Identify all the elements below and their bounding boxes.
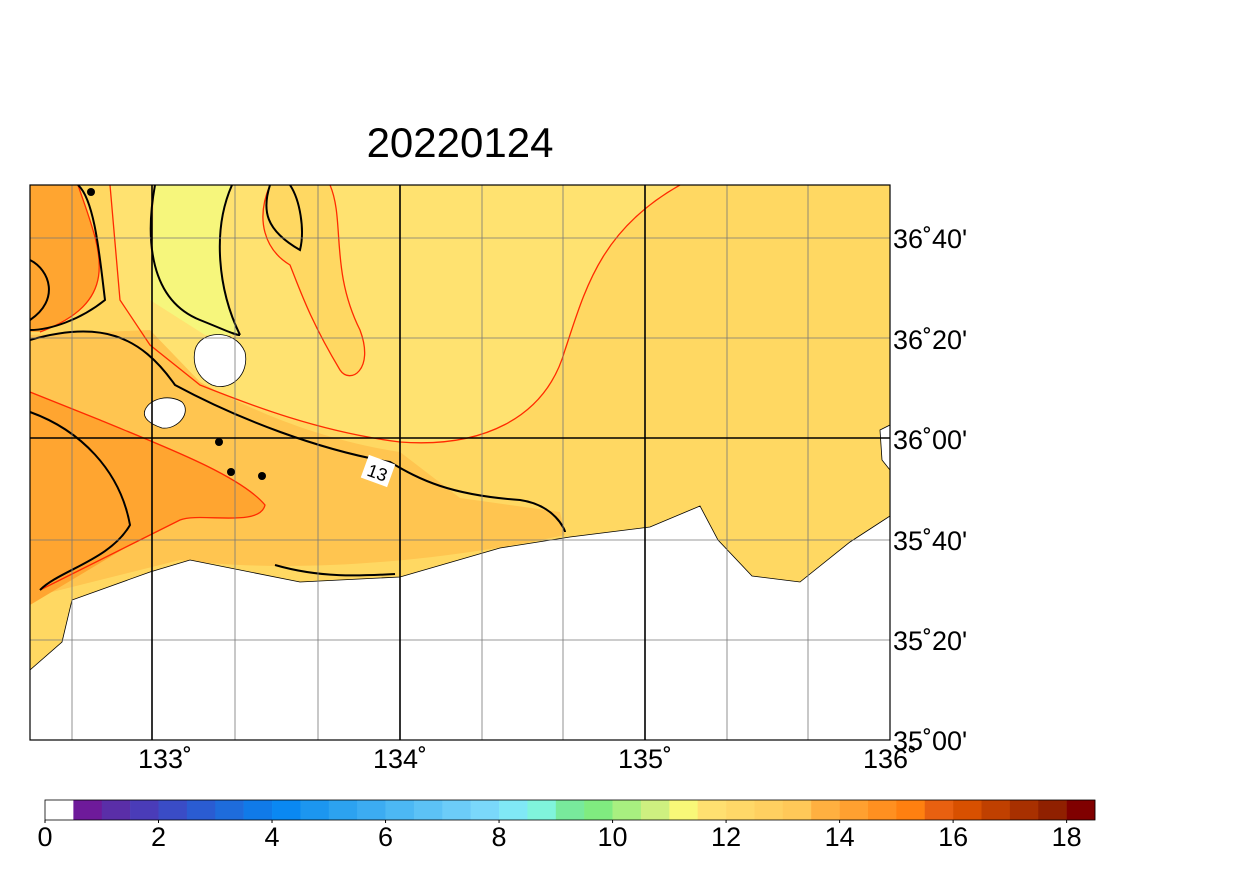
colorbar-swatch (300, 800, 330, 820)
colorbar-tick-label: 6 (378, 822, 393, 852)
map-frame (29, 184, 891, 741)
colorbar-swatch (555, 800, 585, 820)
colorbar-swatch (953, 800, 982, 820)
colorbar-swatch (45, 800, 74, 820)
colorbar-swatch (811, 800, 840, 820)
colorbar-swatch (385, 800, 415, 820)
colorbar-swatch (981, 800, 1011, 820)
colorbar-swatch (272, 800, 301, 820)
colorbar-swatch (697, 800, 727, 820)
colorbar-swatch (1066, 800, 1096, 820)
colorbar-swatch (527, 800, 557, 820)
colorbar-swatch (442, 800, 471, 820)
lat-label: 35˚20' (893, 626, 967, 656)
colorbar-swatch (924, 800, 954, 820)
lat-label: 35˚40' (893, 526, 967, 556)
colorbar-tick-label: 2 (151, 822, 166, 852)
colorbar-tick-label: 0 (37, 822, 52, 852)
lon-label: 135˚ (618, 744, 672, 774)
lat-label: 36˚20' (893, 325, 967, 355)
colorbar-frame (44, 799, 1096, 821)
colorbar-swatch (101, 800, 131, 820)
colorbar-swatch (867, 800, 897, 820)
colorbar-swatch (726, 800, 755, 820)
colorbar-tick-label: 10 (598, 822, 628, 852)
colorbar-swatch (470, 800, 500, 820)
colorbar: 0 2 4 6 8 10 12 14 16 18 (37, 799, 1096, 852)
lat-label: 36˚40' (893, 224, 967, 254)
colorbar-swatch (1009, 800, 1039, 820)
colorbar-swatch (73, 800, 103, 820)
lon-label: 134˚ (373, 744, 427, 774)
colorbar-swatch (413, 800, 443, 820)
colorbar-tick-label: 4 (265, 822, 280, 852)
map-title: 20220124 (367, 119, 554, 166)
colorbar-swatch (215, 800, 244, 820)
lon-label: 133˚ (138, 744, 192, 774)
colorbar-tick-label: 12 (711, 822, 741, 852)
lat-label: 35˚00' (893, 726, 967, 756)
colorbar-tick-label: 14 (825, 822, 855, 852)
colorbar-swatch (1038, 800, 1067, 820)
colorbar-swatch (839, 800, 869, 820)
sst-field (30, 185, 890, 740)
lon-label: 136˚ (863, 744, 917, 774)
colorbar-swatch (754, 800, 784, 820)
colorbar-swatch (357, 800, 386, 820)
colorbar-swatch (186, 800, 216, 820)
colorbar-swatch (243, 800, 273, 820)
colorbar-swatch (584, 800, 613, 820)
colorbar-tick-label: 16 (938, 822, 968, 852)
colorbar-tick-label: 8 (492, 822, 507, 852)
colorbar-tick-label: 18 (1052, 822, 1082, 852)
colorbar-swatch (130, 800, 159, 820)
colorbar-swatch (782, 800, 812, 820)
colorbar-swatch (669, 800, 699, 820)
colorbar-swatch (896, 800, 926, 820)
colorbar-swatch (640, 800, 670, 820)
colorbar-swatch (499, 800, 528, 820)
colorbar-swatch (158, 800, 188, 820)
lat-label: 36˚00' (893, 425, 967, 455)
colorbar-swatch (328, 800, 358, 820)
colorbar-swatch (612, 800, 642, 820)
